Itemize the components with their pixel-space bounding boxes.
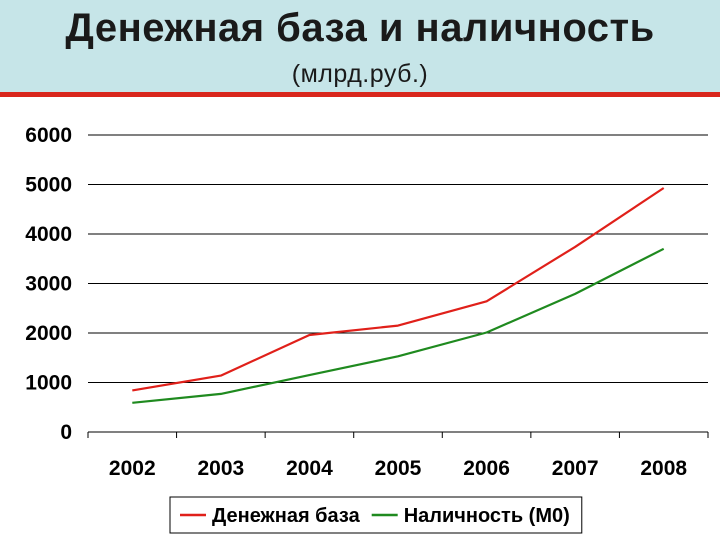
series-line-2 [132,247,665,404]
x-tick-label: 2005 [375,457,422,480]
title-band [0,0,720,92]
legend-label-2: Наличность (М0) [404,505,570,527]
y-tick-label: 0 [60,421,72,444]
x-axis-tick-labels: 2002 2003 2004 2005 2006 2007 2008 [109,457,687,480]
legend: Денежная база Наличность (М0) [169,496,583,534]
grid-lines [87,134,709,438]
page-title: Денежная база и наличность [65,6,655,50]
legend-label-1: Денежная база [212,505,361,527]
x-tick-label: 2007 [552,457,599,480]
y-axis-tick-labels: 0 1000 2000 3000 4000 5000 6000 [25,124,72,444]
series-line-1 [132,187,665,392]
y-tick-label: 6000 [25,124,72,147]
series-lines [132,187,665,404]
page-subtitle: (млрд.руб.) [291,60,429,88]
y-tick-label: 3000 [25,273,72,296]
title-underline [0,92,720,97]
x-tick-label: 2004 [286,457,333,480]
y-tick-label: 1000 [25,372,72,395]
y-tick-label: 5000 [25,174,72,197]
y-tick-label: 4000 [25,223,72,246]
y-tick-label: 2000 [25,322,72,345]
x-tick-label: 2008 [640,457,687,480]
x-tick-label: 2003 [197,457,244,480]
x-tick-label: 2002 [109,457,156,480]
x-tick-label: 2006 [463,457,510,480]
